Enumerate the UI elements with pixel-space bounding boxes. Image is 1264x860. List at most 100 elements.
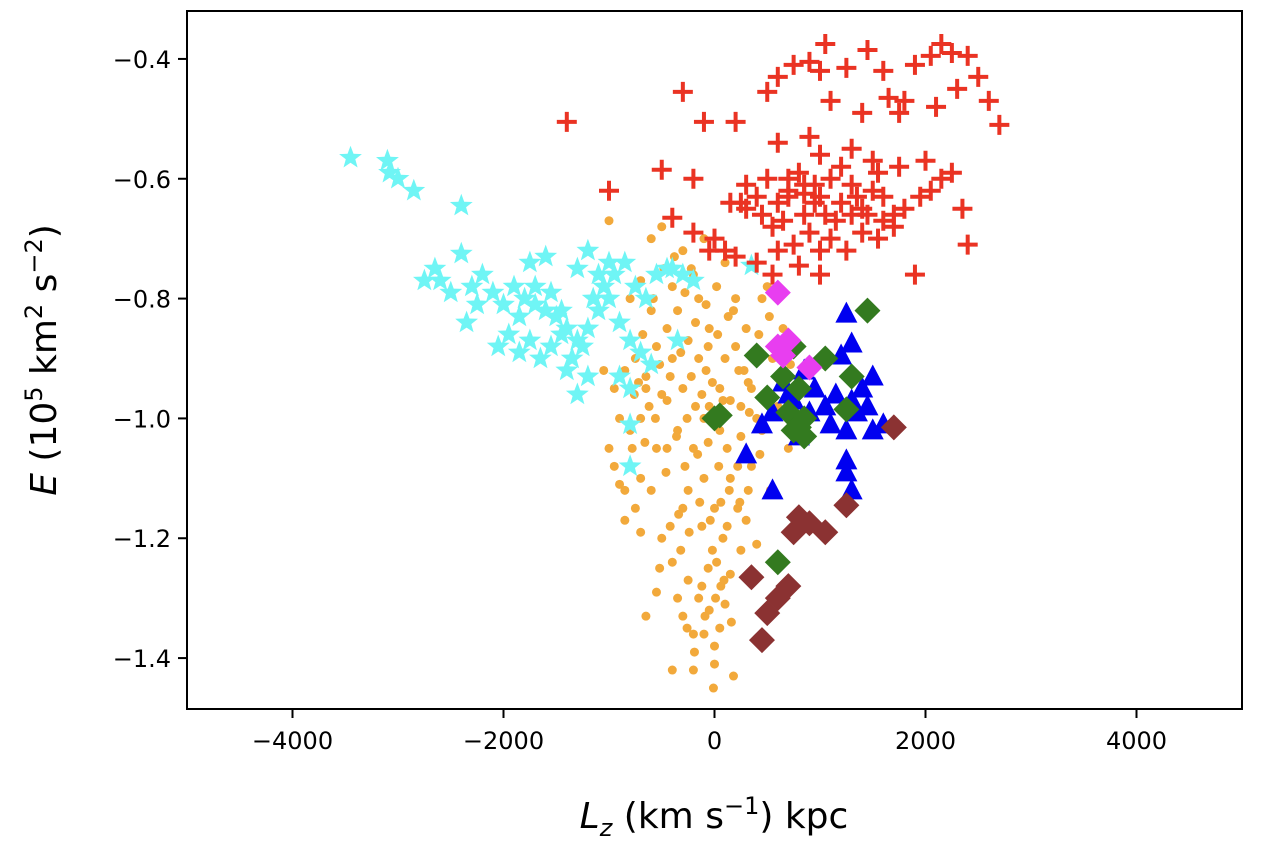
star-point [608,310,631,333]
plus-point [878,87,899,108]
star-point [565,382,589,405]
plus-point [794,174,815,195]
circle-point [736,401,746,411]
circle-point [646,485,656,495]
plus-point [810,186,830,207]
circle-point [661,467,671,477]
circle-point [684,527,694,537]
circle-point [707,545,717,555]
star-point [513,286,536,309]
plus-point [810,240,830,261]
diamond-point [770,363,797,390]
circle-point [676,348,686,358]
y-axis-sup2: 2 [20,304,48,319]
plus-point [736,174,757,195]
plus-point [725,111,746,132]
star-point [492,292,515,315]
plus-point [751,204,772,225]
circle-point [644,401,654,411]
circle-point [691,401,701,411]
plus-point [915,150,936,171]
triangle-point [851,376,874,398]
circle-point [627,443,637,453]
star-point [550,322,573,345]
plus-point [783,234,804,255]
circle-point [665,371,675,381]
star-point [565,256,589,279]
circle-point [609,383,619,393]
plus-point [820,228,841,249]
circle-point [673,306,683,316]
diamond-point [738,564,765,591]
circle-point [680,288,690,298]
diamond-point [780,519,807,546]
circle-point [741,324,751,334]
plus-point [757,168,778,189]
star-point [386,166,410,189]
plus-point [556,111,577,132]
plus-point [757,81,778,102]
circle-point [734,365,744,375]
plus-point [794,204,815,225]
plus-point [894,90,915,111]
circle-point [720,599,730,609]
circle-point [722,443,732,453]
circle-point [697,581,707,591]
circle-point [697,521,707,531]
plus-point [868,162,889,183]
plus-point [820,90,841,111]
star-point [597,286,621,309]
star-point [376,148,399,171]
circle-point [673,593,683,603]
star-point [671,262,695,285]
triangle-point [835,418,858,440]
triangle-point [824,382,847,404]
triangle-point [819,412,842,434]
plus-point [831,192,852,213]
circle-point [701,365,711,375]
circle-point [699,234,709,244]
circle-point [725,395,735,405]
star-point [529,346,552,369]
star-point [402,178,426,201]
circle-point [699,629,709,639]
diamond-point [880,414,907,441]
circle-point [703,342,713,352]
y-tick-label: −1.0 [113,405,171,433]
star-point [618,328,642,351]
star-point [471,262,494,285]
circle-point [715,623,725,633]
plus-point [889,156,910,177]
circle-point [682,623,692,633]
circle-point [718,533,728,543]
star-point [507,340,531,363]
circle-point [735,497,745,507]
circle-point [678,246,688,256]
circle-point [662,443,672,453]
star-point [608,364,631,387]
star-point [618,454,642,477]
star-point [571,334,594,357]
plus-point [683,168,704,189]
circle-point [625,294,635,304]
circle-point [604,443,614,453]
x-tick-label: 0 [707,727,722,755]
diamond-point [785,375,812,402]
plus-point [857,39,878,60]
circle-point [636,527,646,537]
plus-point [746,186,767,207]
circle-point [667,557,677,567]
circle-point [657,222,667,232]
star-point [581,286,605,309]
x-axis-sup: −1 [724,792,759,820]
circle-point [694,593,704,603]
plus-point [820,168,841,189]
plus-point [725,246,746,267]
plus-point [852,102,873,123]
circle-point [704,324,714,334]
star-point [455,310,478,333]
star-point [428,268,452,291]
circle-point [720,258,730,268]
plus-point [672,81,693,102]
triangle-point [835,448,858,470]
